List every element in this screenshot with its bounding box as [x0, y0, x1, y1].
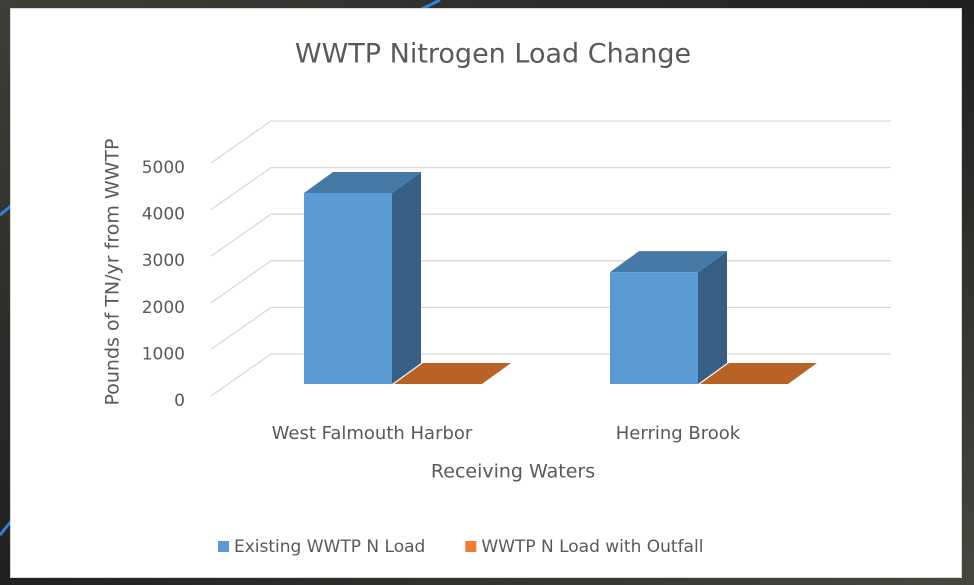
legend-label: WWTP N Load with Outfall [481, 537, 703, 557]
bar [304, 193, 392, 384]
y-tick-label: 5000 [142, 158, 185, 178]
x-tick-label: Herring Brook [616, 423, 741, 444]
y-tick-label: 2000 [142, 298, 185, 318]
legend-label: Existing WWTP N Load [234, 537, 425, 557]
y-tick-label: 1000 [142, 344, 185, 364]
x-tick-label: West Falmouth Harbor [272, 423, 473, 444]
x-axis-title: Receiving Waters [431, 461, 595, 483]
chart-panel: WWTP Nitrogen Load Change Pounds of TN/y… [10, 8, 962, 578]
chart: WWTP Nitrogen Load Change Pounds of TN/y… [11, 9, 961, 577]
bar [610, 272, 698, 384]
legend-swatch [465, 541, 476, 552]
y-tick-label: 4000 [142, 205, 185, 225]
grid-line [211, 121, 891, 163]
page: WWTP Nitrogen Load Change Pounds of TN/y… [0, 0, 974, 585]
y-tick-label: 0 [174, 391, 185, 411]
y-tick-label: 3000 [142, 251, 185, 271]
bar-side [698, 251, 727, 384]
legend-swatch [218, 541, 229, 552]
y-axis-title: Pounds of TN/yr from WWTP [102, 138, 124, 405]
bar-side [392, 172, 421, 384]
chart-title: WWTP Nitrogen Load Change [295, 39, 691, 70]
